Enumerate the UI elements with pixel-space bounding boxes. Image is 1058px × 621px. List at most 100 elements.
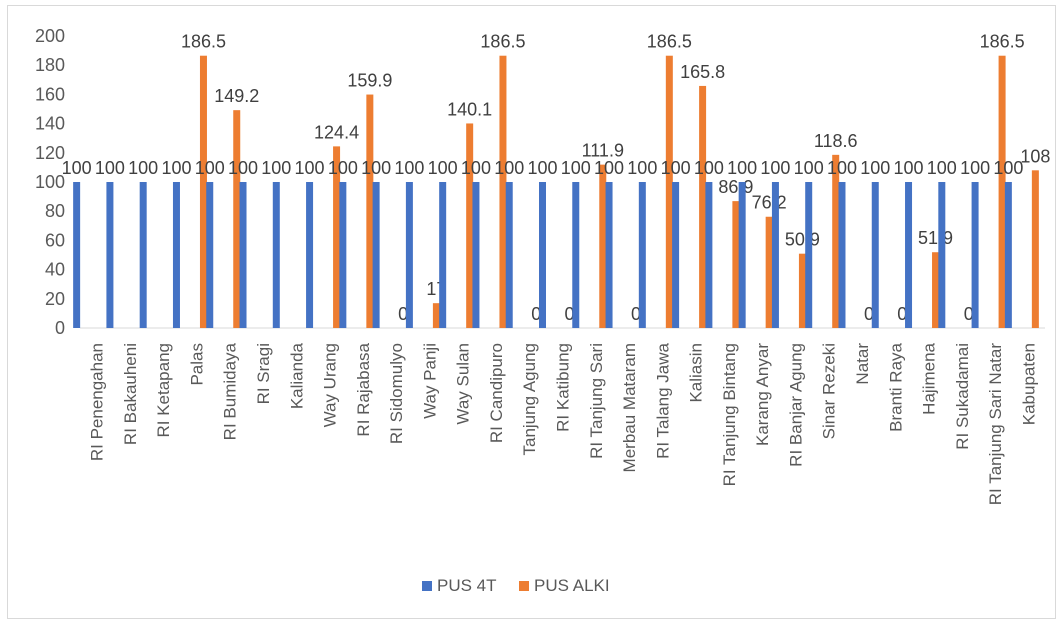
data-label-pus-4t: 100 bbox=[661, 158, 691, 178]
data-label-pus-4t: 100 bbox=[161, 158, 191, 178]
y-tick-label: 100 bbox=[35, 172, 65, 192]
category-label: RI Talang Jawa bbox=[653, 342, 672, 458]
data-label-pus-alki: 51.9 bbox=[918, 228, 953, 248]
bar-pus-alki bbox=[199, 55, 207, 329]
category-label: Tanjung Agung bbox=[520, 343, 539, 456]
legend-swatch-pus-4t bbox=[422, 581, 432, 591]
y-tick-label: 120 bbox=[35, 143, 65, 163]
bar-pus-alki bbox=[699, 85, 707, 328]
category-label: RI Ketapang bbox=[154, 343, 173, 438]
bar-pus-alki bbox=[765, 216, 773, 328]
data-label-pus-4t: 100 bbox=[295, 158, 325, 178]
bar-pus-4t bbox=[1004, 182, 1012, 328]
data-label-pus-4t: 100 bbox=[794, 158, 824, 178]
bar-pus-4t bbox=[771, 182, 779, 328]
bar-pus-alki bbox=[233, 110, 241, 328]
bar-pus-4t bbox=[838, 182, 846, 328]
bar-pus-4t bbox=[439, 182, 447, 328]
category-label: Sinar Rezeki bbox=[820, 343, 839, 439]
data-label-pus-alki: 140.1 bbox=[447, 99, 492, 119]
data-label-pus-alki: 0 bbox=[564, 304, 574, 324]
bar-pus-4t bbox=[339, 182, 347, 328]
category-label: Karang Anyar bbox=[753, 343, 772, 446]
data-label-pus-4t: 100 bbox=[62, 158, 92, 178]
bar-pus-4t bbox=[272, 182, 280, 328]
data-label-pus-4t: 100 bbox=[760, 158, 790, 178]
category-label: Branti Raya bbox=[886, 342, 905, 431]
data-label-pus-4t: 100 bbox=[860, 158, 890, 178]
data-label-pus-alki: 186.5 bbox=[980, 32, 1025, 52]
category-label: Merbau Mataram bbox=[620, 343, 639, 472]
bar-pus-4t bbox=[938, 182, 946, 328]
bar-pus-4t bbox=[971, 182, 979, 328]
data-label-pus-4t: 100 bbox=[894, 158, 924, 178]
category-label: Palas bbox=[187, 343, 206, 386]
data-label-pus-alki: 0 bbox=[398, 304, 408, 324]
y-tick-label: 20 bbox=[45, 289, 65, 309]
data-label-pus-4t: 100 bbox=[727, 158, 757, 178]
data-label-pus-4t: 100 bbox=[261, 158, 291, 178]
category-label: RI Tanjung Bintang bbox=[720, 343, 739, 486]
bar-pus-4t bbox=[505, 182, 513, 328]
category-label: Hajimena bbox=[920, 342, 939, 414]
data-label-pus-alki: 0 bbox=[531, 304, 541, 324]
data-label-pus-alki: 124.4 bbox=[314, 122, 359, 142]
bar-pus-4t bbox=[306, 182, 314, 328]
category-label: RI Sragi bbox=[254, 343, 273, 404]
category-label: RI Tanjung Sari Natar bbox=[986, 343, 1005, 506]
data-label-pus-4t: 100 bbox=[128, 158, 158, 178]
category-label: Way Urang bbox=[321, 343, 340, 427]
category-label: RI Bumidaya bbox=[221, 342, 240, 440]
bar-pus-alki bbox=[998, 55, 1006, 329]
data-label-pus-alki: 0 bbox=[897, 304, 907, 324]
bar-pus-4t bbox=[405, 182, 413, 328]
bar-pus-4t bbox=[738, 182, 746, 328]
category-label: RI Rajabasa bbox=[354, 342, 373, 436]
bar-pus-4t bbox=[705, 182, 713, 328]
legend-label-pus-alki: PUS ALKI bbox=[534, 576, 610, 595]
data-label-pus-4t: 100 bbox=[361, 158, 391, 178]
data-label-pus-alki: 0 bbox=[631, 304, 641, 324]
data-label-pus-alki: 186.5 bbox=[647, 32, 692, 52]
data-label-pus-alki: 111.9 bbox=[582, 141, 624, 161]
bar-pus-4t bbox=[372, 182, 380, 328]
bar-pus-4t bbox=[73, 182, 81, 328]
bar-pus-4t bbox=[638, 182, 646, 328]
bar-pus-alki bbox=[665, 55, 673, 329]
data-label-pus-4t: 100 bbox=[228, 158, 258, 178]
data-label-pus-4t: 100 bbox=[993, 158, 1023, 178]
bar-pus-alki bbox=[599, 164, 607, 328]
data-label-pus-alki: 118.6 bbox=[814, 131, 858, 151]
data-label-pus-alki: 108 bbox=[1020, 146, 1050, 166]
data-label-pus-alki: 186.5 bbox=[181, 32, 226, 52]
data-label-pus-4t: 100 bbox=[827, 158, 857, 178]
bar-pus-alki bbox=[366, 94, 374, 329]
data-label-pus-4t: 100 bbox=[195, 158, 225, 178]
bar-pus-4t bbox=[871, 182, 879, 328]
category-label: RI Sidomulyo bbox=[387, 343, 406, 444]
bar-pus-4t bbox=[539, 182, 546, 328]
y-tick-label: 200 bbox=[35, 26, 65, 46]
bar-pus-4t bbox=[805, 182, 813, 328]
data-label-pus-alki: 165.8 bbox=[680, 62, 725, 82]
bar-pus-4t bbox=[572, 182, 580, 328]
data-label-pus-4t: 100 bbox=[594, 158, 624, 178]
data-label-pus-4t: 100 bbox=[428, 158, 458, 178]
y-tick-label: 60 bbox=[45, 230, 65, 250]
bar-pus-4t bbox=[672, 182, 680, 328]
category-label: Natar bbox=[853, 343, 872, 385]
bar-pus-alki bbox=[932, 252, 940, 328]
data-label-pus-4t: 100 bbox=[627, 158, 657, 178]
data-label-pus-4t: 100 bbox=[694, 158, 724, 178]
category-label: Kalianda bbox=[287, 342, 306, 409]
bar-pus-alki bbox=[798, 253, 806, 328]
bar-pus-4t bbox=[605, 182, 613, 328]
bar-pus-alki bbox=[499, 55, 507, 329]
data-label-pus-4t: 100 bbox=[461, 158, 491, 178]
data-label-pus-4t: 100 bbox=[95, 158, 125, 178]
legend-label-pus-4t: PUS 4T bbox=[437, 576, 497, 595]
bar-pus-4t bbox=[172, 182, 180, 328]
data-label-pus-4t: 100 bbox=[927, 158, 957, 178]
y-tick-label: 0 bbox=[55, 318, 65, 338]
